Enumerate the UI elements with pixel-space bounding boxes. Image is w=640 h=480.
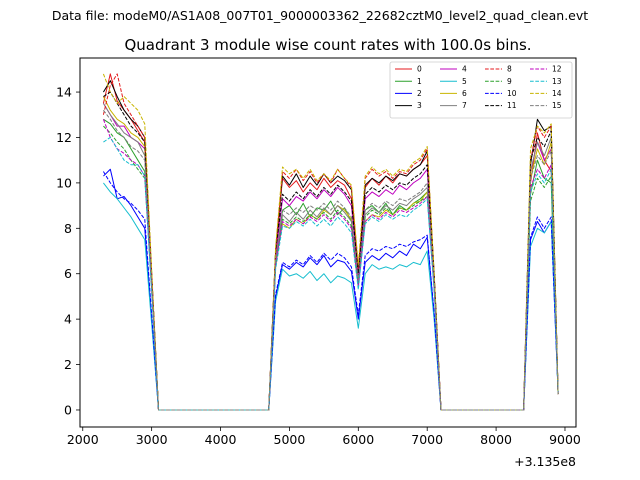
chart-title: Quadrant 3 module wise count rates with … — [124, 36, 531, 54]
legend-label-15: 15 — [552, 101, 562, 110]
legend-label-13: 13 — [552, 77, 562, 86]
legend-label-8: 8 — [507, 65, 512, 74]
y-tick-label: 10 — [56, 175, 72, 190]
x-offset-label: +3.135e8 — [514, 454, 576, 469]
x-tick-label: 6000 — [342, 432, 374, 447]
y-tick-label: 14 — [56, 85, 72, 100]
y-tick-label: 6 — [64, 266, 72, 281]
x-axis: 2000 3000 4000 5000 6000 7000 8000 9000 — [67, 427, 581, 447]
y-tick-label: 0 — [64, 402, 72, 417]
legend-label-5: 5 — [462, 77, 467, 86]
legend-label-3: 3 — [417, 101, 422, 110]
x-tick-label: 5000 — [274, 432, 306, 447]
plot-lines — [102, 73, 559, 411]
legend-label-7: 7 — [462, 101, 467, 110]
x-tick-label: 2000 — [67, 432, 99, 447]
legend-label-9: 9 — [507, 77, 512, 86]
y-tick-label: 12 — [56, 130, 72, 145]
legend-label-0: 0 — [417, 65, 422, 74]
axes-frame — [79, 57, 577, 428]
x-tick-label: 3000 — [136, 432, 168, 447]
legend-label-1: 1 — [417, 77, 422, 86]
y-axis: 0 2 4 6 8 10 12 14 — [56, 85, 80, 417]
legend-label-12: 12 — [552, 65, 562, 74]
x-tick-label: 8000 — [480, 432, 512, 447]
suptitle: Data file: modeM0/AS1A08_007T01_90000033… — [52, 8, 588, 23]
y-tick-label: 8 — [64, 221, 72, 236]
legend-label-2: 2 — [417, 89, 422, 98]
series-line-15 — [103, 109, 559, 411]
legend-label-14: 14 — [552, 89, 562, 98]
legend-label-11: 11 — [507, 101, 517, 110]
y-tick-label: 2 — [64, 357, 72, 372]
x-tick-label: 9000 — [549, 432, 581, 447]
legend-label-6: 6 — [462, 89, 467, 98]
legend-label-4: 4 — [462, 65, 467, 74]
y-tick-label: 4 — [64, 312, 72, 327]
legend-frame — [389, 61, 573, 119]
legend-label-10: 10 — [507, 89, 517, 98]
x-tick-label: 7000 — [411, 432, 443, 447]
x-tick-label: 4000 — [205, 432, 237, 447]
